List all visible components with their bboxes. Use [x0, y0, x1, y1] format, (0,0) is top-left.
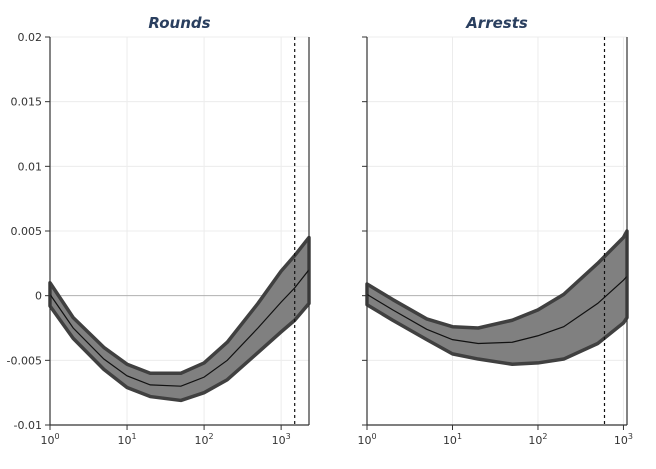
estimate-line	[49, 269, 310, 387]
y-tick-label: 0.005	[11, 225, 43, 238]
y-tick-label: -0.005	[7, 354, 42, 367]
panel-title: Rounds	[148, 14, 210, 32]
y-tick-label: 0.01	[18, 160, 43, 173]
confidence-band	[48, 235, 311, 403]
panel-title: Arrests	[465, 14, 528, 32]
x-tick-label: 100	[357, 432, 376, 447]
y-tick-label: 0.02	[18, 31, 43, 44]
x-tick-label: 103	[614, 432, 633, 447]
y-tick-label: 0.015	[11, 96, 43, 109]
x-tick-label: 102	[528, 432, 547, 447]
y-tick-label: 0	[35, 290, 42, 303]
x-tick-label: 101	[443, 432, 462, 447]
x-tick-label: 103	[272, 432, 291, 447]
x-tick-label: 102	[195, 432, 214, 447]
estimate-line	[366, 275, 628, 345]
y-tick-label: -0.01	[14, 419, 42, 432]
x-tick-label: 100	[40, 432, 59, 447]
confidence-band	[365, 229, 629, 366]
x-tick-label: 101	[117, 432, 136, 447]
panel-arrests: 100 101 102 103 Arrests	[357, 14, 633, 447]
